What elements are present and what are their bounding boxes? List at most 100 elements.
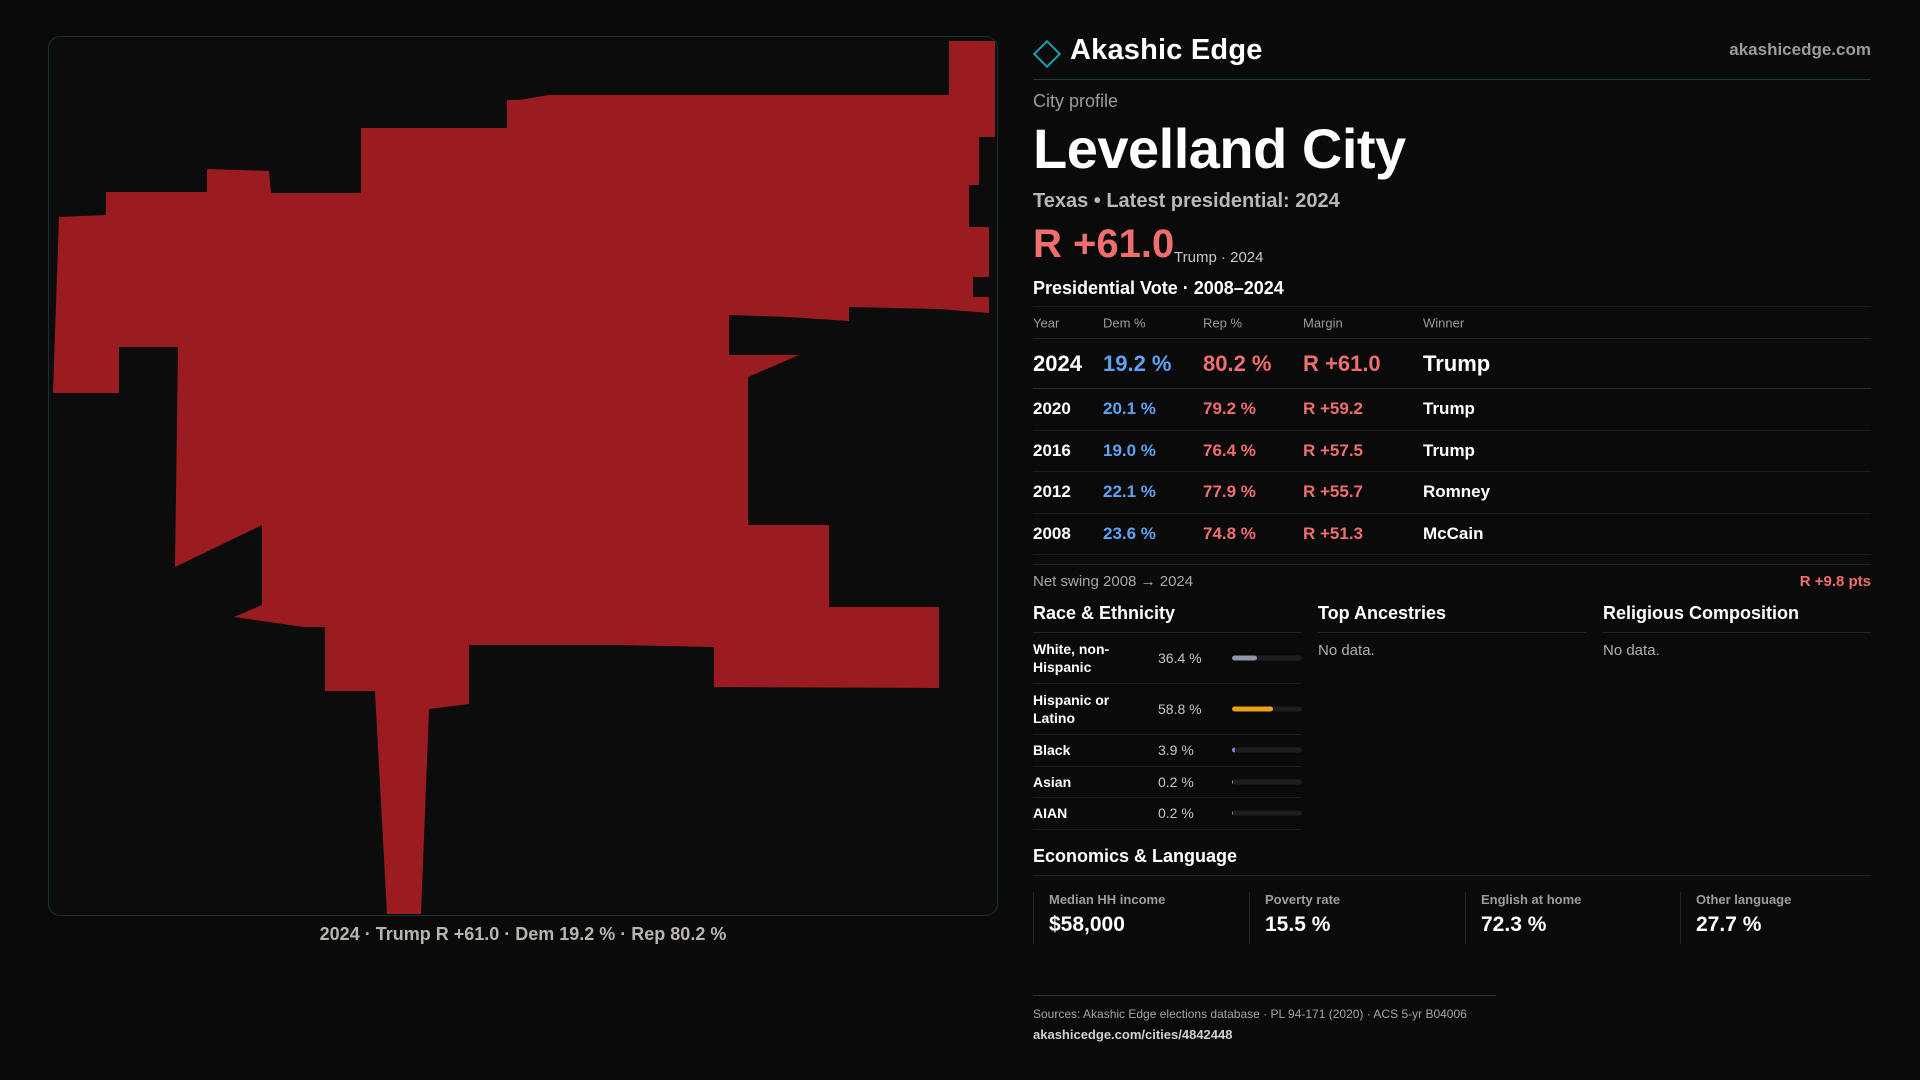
table-row: 2020 20.1 % 79.2 % R +59.2 Trump [1033,389,1871,431]
race-row: Black 3.9 % [1033,735,1302,767]
race-bar [1232,655,1302,661]
vote-table-header: Year Dem % Rep % Margin Winner [1033,307,1871,339]
race-bar-fill [1232,706,1274,712]
economics-section-title: Economics & Language [1033,846,1871,876]
row-margin: R +51.3 [1303,523,1364,543]
sources-text: Sources: Akashic Edge elections database… [1033,1007,1467,1021]
row-rep: 77.9 % [1203,482,1256,502]
ancestries-empty-text: No data. [1318,642,1375,659]
race-row: AIAN 0.2 % [1033,798,1302,830]
race-bar-fill [1232,779,1233,785]
page-subtitle: Texas • Latest presidential: 2024 [1033,190,1340,212]
profile-column: Akashic Edge akashicedge.com City profil… [1032,0,1871,1080]
row-year: 2012 [1033,482,1071,502]
religion-empty-text: No data. [1603,642,1660,659]
header-rep: Rep % [1203,315,1243,330]
row-margin: R +61.0 [1303,350,1381,376]
row-year: 2020 [1033,399,1071,419]
econ-value: 15.5 % [1265,913,1331,936]
row-year: 2024 [1033,350,1082,376]
table-row: 2012 22.1 % 77.9 % R +55.7 Romney [1033,472,1871,514]
permalink[interactable]: akashicedge.com/cities/4842448 [1033,1027,1233,1042]
race-section-title: Race & Ethnicity [1033,600,1301,633]
race-bar [1232,810,1302,816]
header-margin: Margin [1303,315,1343,330]
race-row: Asian 0.2 % [1033,767,1302,798]
race-pct: 58.8 % [1158,701,1202,717]
row-rep: 80.2 % [1203,350,1272,376]
row-winner: Trump [1423,399,1475,419]
net-swing-value: R +9.8 pts [1799,573,1871,590]
race-bar [1232,706,1302,712]
city-boundary-map[interactable] [49,37,998,916]
religion-section: Religious Composition No data. [1603,600,1871,659]
econ-label: Poverty rate [1265,892,1341,907]
row-winner: McCain [1423,523,1484,543]
page-title: Levelland City [1033,117,1406,180]
table-row: 2024 19.2 % 80.2 % R +61.0 Trump [1033,339,1871,389]
row-dem: 19.0 % [1103,440,1156,460]
map-panel[interactable] [48,36,998,916]
race-pct: 3.9 % [1158,742,1194,759]
header-winner: Winner [1423,315,1465,330]
race-pct: 0.2 % [1158,805,1194,822]
row-winner: Trump [1423,440,1475,460]
row-dem: 23.6 % [1103,523,1156,543]
city-boundary-shape[interactable] [53,41,995,914]
econ-value: $58,000 [1049,913,1125,936]
row-margin: R +59.2 [1303,399,1364,419]
row-dem: 19.2 % [1103,350,1172,376]
race-bar-fill [1232,810,1233,816]
econ-value: 72.3 % [1481,913,1547,936]
map-caption: 2024 · Trump R +61.0 · Dem 19.2 % · Rep … [319,924,727,944]
vote-table: Year Dem % Rep % Margin Winner 2024 19.2… [1033,306,1871,555]
row-winner: Trump [1423,350,1491,376]
ancestries-section-title: Top Ancestries [1318,600,1586,633]
race-row: Hispanic or Latino 58.8 % [1033,684,1302,735]
brand-header: Akashic Edge akashicedge.com [1032,32,1871,80]
race-pct: 36.4 % [1158,650,1202,666]
row-dem: 22.1 % [1103,482,1156,502]
econ-card-english: English at home 72.3 % [1465,892,1665,944]
diamond-logo-icon [1032,39,1062,69]
brand-name[interactable]: Akashic Edge [1070,34,1263,66]
net-swing-label: Net swing 2008 → 2024 [1033,573,1194,590]
race-name: Black [1033,742,1071,759]
vote-section-title: Presidential Vote · 2008–2024 [1033,278,1284,298]
row-margin: R +57.5 [1303,440,1364,460]
race-name: AIAN [1033,805,1068,822]
row-rep: 76.4 % [1203,440,1256,460]
table-row: 2008 23.6 % 74.8 % R +51.3 McCain [1033,514,1871,555]
race-bar-fill [1232,747,1235,753]
race-row: White, non-Hispanic 36.4 % [1033,633,1302,684]
religion-section-title: Religious Composition [1603,600,1871,633]
race-name: White, non-Hispanic [1033,641,1110,675]
race-bar-fill [1232,655,1258,661]
econ-label: English at home [1481,892,1582,907]
econ-value: 27.7 % [1696,913,1762,936]
brand-url-link[interactable]: akashicedge.com [1729,40,1871,59]
net-swing-row: Net swing 2008 → 2024 R +9.8 pts [1033,564,1871,598]
header-year: Year [1033,315,1060,330]
race-section: Race & Ethnicity White, non-Hispanic 36.… [1033,600,1302,830]
row-winner: Romney [1423,482,1491,502]
econ-card-income: Median HH income $58,000 [1033,892,1233,944]
row-rep: 79.2 % [1203,399,1256,419]
headline-margin: R +61.0 [1033,222,1175,266]
row-dem: 20.1 % [1103,399,1156,419]
econ-label: Other language [1696,892,1792,907]
table-row: 2016 19.0 % 76.4 % R +57.5 Trump [1033,431,1871,472]
econ-card-other-language: Other language 27.7 % [1680,892,1880,944]
headline-note: Trump · 2024 [1174,249,1264,266]
ancestries-section: Top Ancestries No data. [1318,600,1586,659]
page-type-label: City profile [1033,91,1119,111]
race-pct: 0.2 % [1158,773,1194,790]
race-bar [1232,779,1302,785]
race-name: Asian [1033,773,1072,790]
race-name: Hispanic or Latino [1033,692,1110,726]
header-dem: Dem % [1103,315,1146,330]
row-rep: 74.8 % [1203,523,1256,543]
row-margin: R +55.7 [1303,482,1364,502]
row-year: 2008 [1033,523,1071,543]
row-year: 2016 [1033,440,1071,460]
